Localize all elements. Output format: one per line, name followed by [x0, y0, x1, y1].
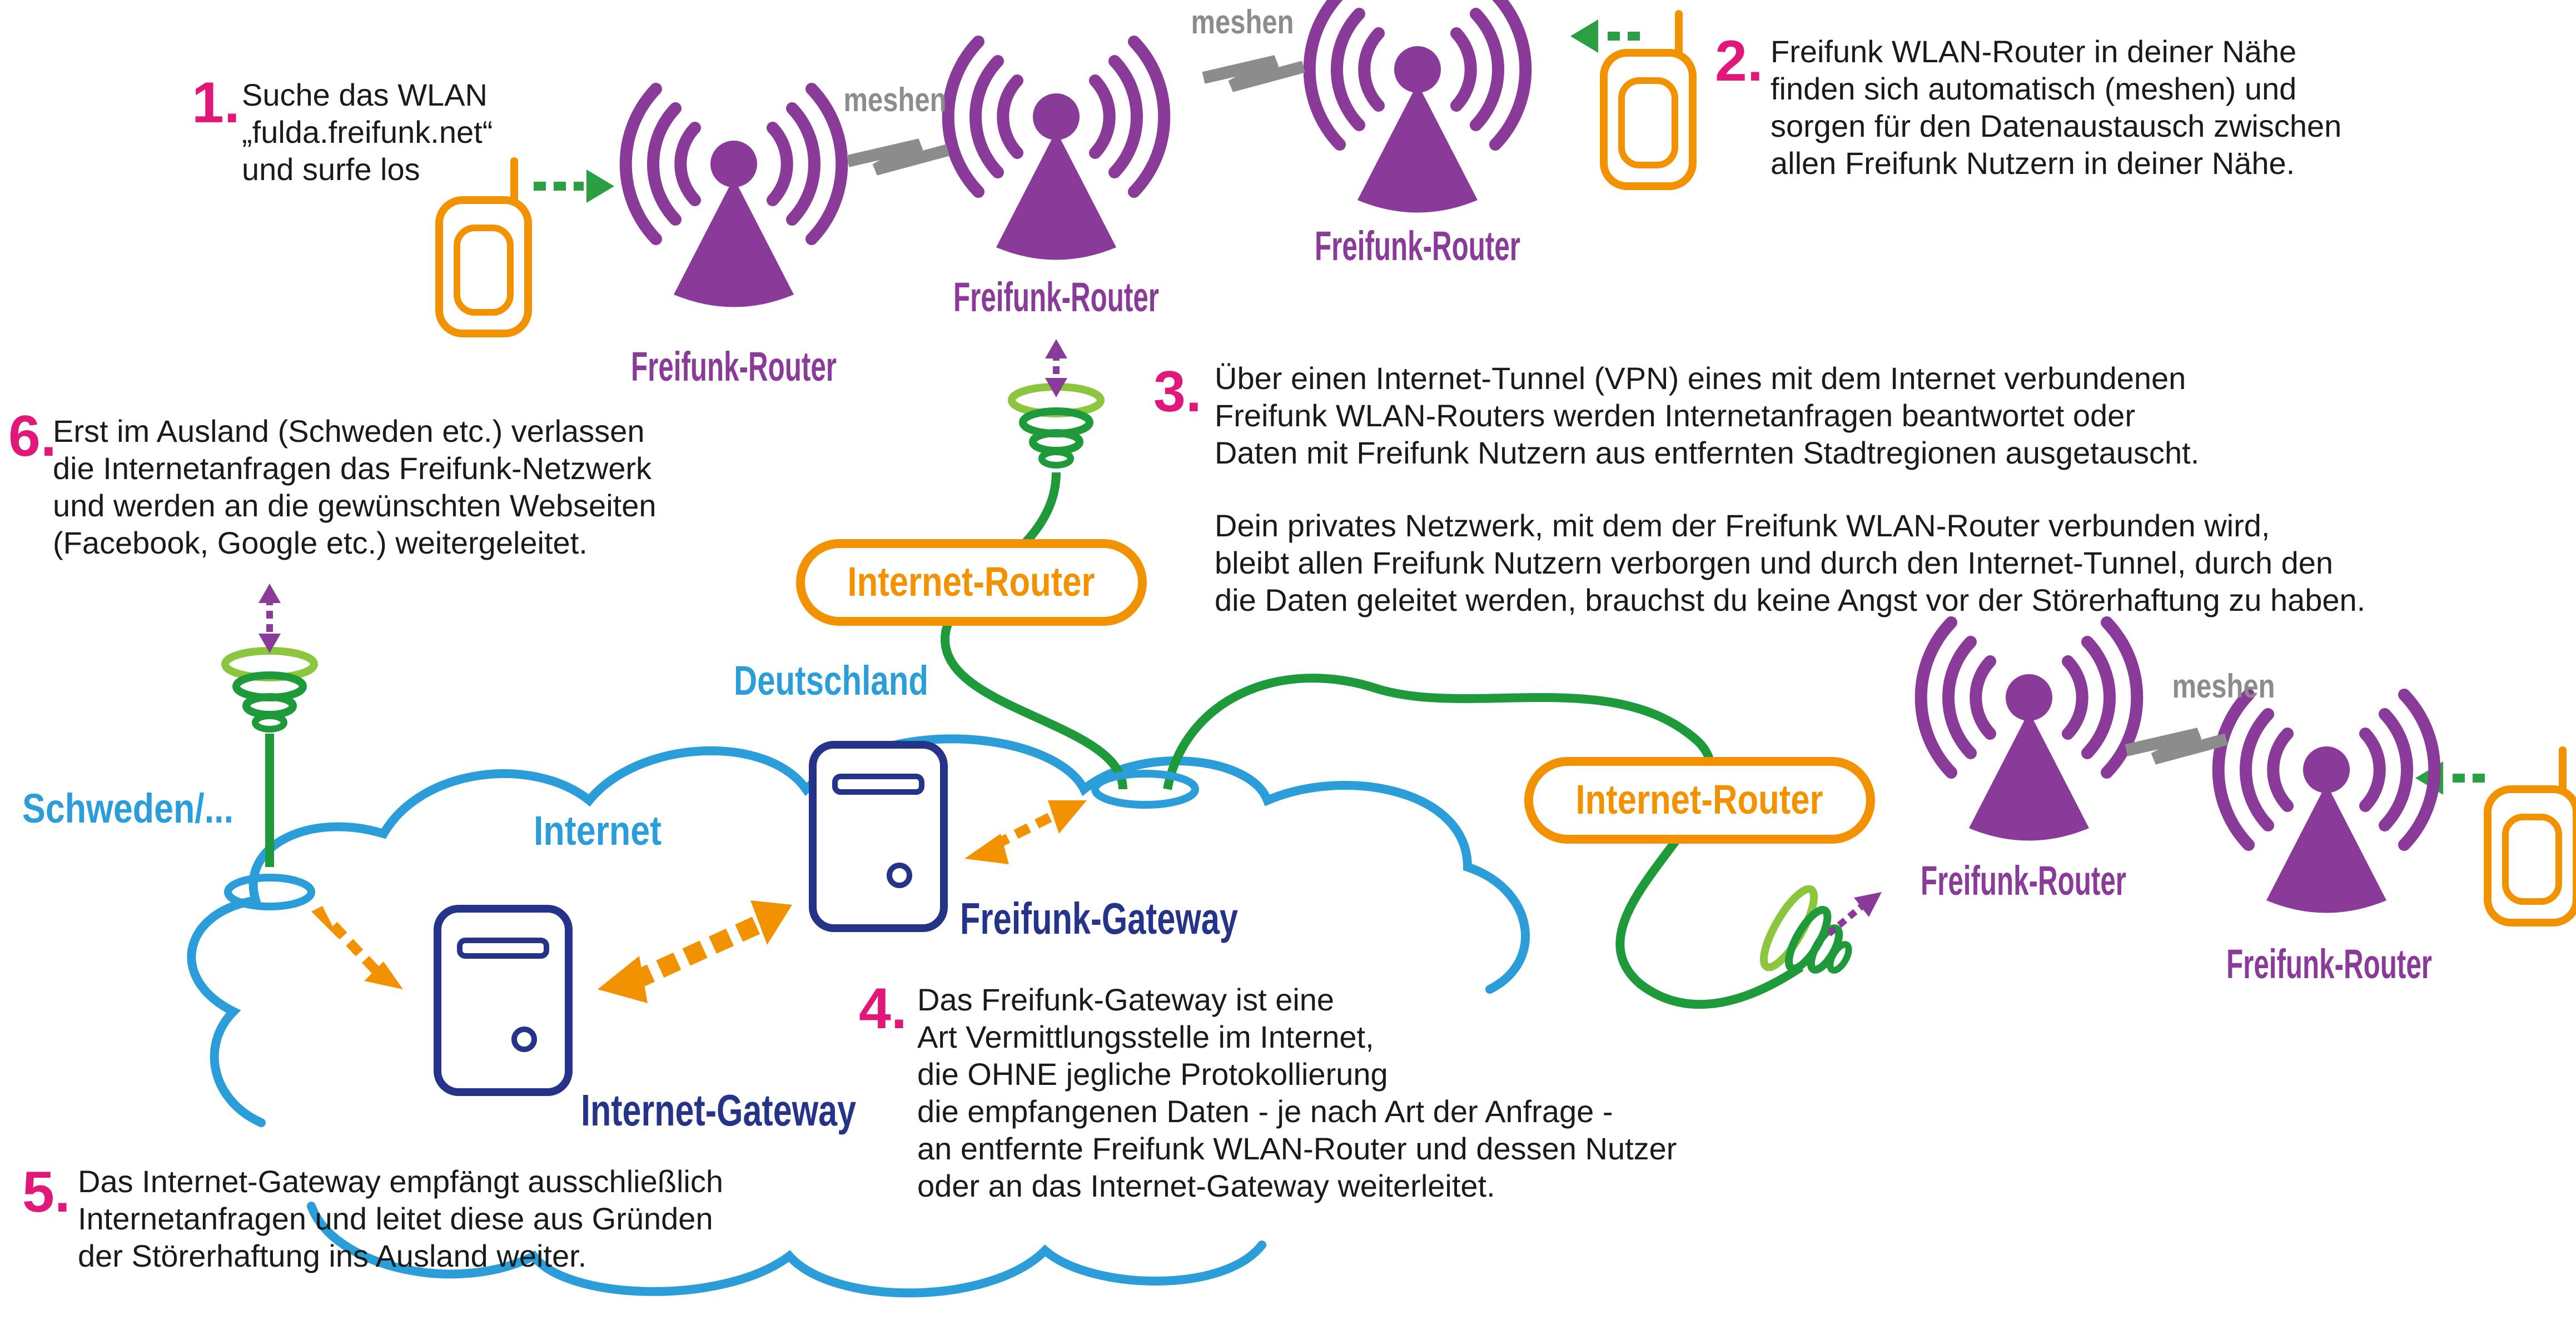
- dashed-arrow-icon: [311, 906, 403, 989]
- internet-router-label: Internet-Router: [1576, 776, 1823, 823]
- wifi-router-icon: [1310, 0, 1526, 213]
- server-tower-icon: [813, 745, 944, 928]
- wifi-router-icon: [2219, 695, 2435, 913]
- dashed-arrow-icon: [1570, 19, 1640, 53]
- step-5-text: Das Internet-Gateway empfängt ausschließ…: [78, 1164, 732, 1273]
- wifi-router-icon: [1921, 622, 2137, 841]
- wifi-router-icon: [626, 89, 842, 307]
- step-number-3: 3.: [1153, 360, 1202, 424]
- step-6-text: Erst im Ausland (Schweden etc.) verlasse…: [53, 414, 665, 560]
- internet-cloud: [187, 734, 1530, 1298]
- internet-router-box: [796, 539, 1147, 626]
- dashed-arrow-icon: [534, 170, 614, 203]
- wifi-router-icon: [948, 42, 1165, 260]
- step-number-5: 5.: [22, 1160, 71, 1224]
- step-number-1: 1.: [192, 71, 240, 135]
- step-4-text: Das Freifunk-Gateway ist eine Art Vermit…: [917, 982, 1685, 1203]
- router-label: Freifunk-Router: [1921, 858, 2126, 904]
- router-label: Freifunk-Router: [1315, 223, 1520, 269]
- dashed-arrow-icon: [1827, 892, 1882, 937]
- schweden-label: Schweden/...: [22, 785, 233, 831]
- mesh-zigzag-icon: [848, 145, 948, 170]
- dashed-arrow-icon: [2415, 761, 2485, 795]
- mesh-label: meshen: [1191, 3, 1294, 41]
- deutschland-label: Deutschland: [734, 657, 928, 704]
- mesh-label: meshen: [2172, 668, 2275, 705]
- router-label: Freifunk-Router: [631, 343, 837, 390]
- internet-router-label: Internet-Router: [848, 559, 1095, 605]
- cable-router2-to-cloud: [1163, 674, 1804, 1009]
- router-label: Freifunk-Router: [2226, 941, 2432, 987]
- antenna-coil-icon: [225, 651, 314, 729]
- freifunk-gateway-label: Freifunk-Gateway: [960, 894, 1238, 943]
- server-tower-icon: [437, 909, 569, 1092]
- router-label: Freifunk-Router: [953, 274, 1159, 320]
- step-3-text-b: Dein privates Netzwerk, mit dem der Frei…: [1215, 508, 2365, 617]
- dashed-arrow-icon: [598, 900, 792, 1003]
- step-1-text: Suche das WLAN „fulda.freifunk.net“ und …: [242, 77, 501, 187]
- mesh-zigzag-icon: [2126, 734, 2226, 759]
- internet-label: Internet: [534, 808, 662, 854]
- mesh-zigzag-icon: [1204, 61, 1304, 86]
- dashed-arrow-icon: [1045, 339, 1067, 397]
- antenna-coil-icon: [1012, 387, 1101, 465]
- step-number-6: 6.: [8, 404, 57, 469]
- cloud-portal-schweden: [224, 874, 315, 910]
- mesh-label: meshen: [844, 81, 947, 118]
- internet-router-box: [1524, 757, 1875, 844]
- internet-gateway-label: Internet-Gateway: [581, 1085, 856, 1135]
- dashed-arrow-icon: [258, 584, 281, 653]
- step-2-text: Freifunk WLAN-Router in deiner Nähe find…: [1771, 34, 2350, 181]
- step-number-2: 2.: [1715, 29, 1763, 93]
- step-number-4: 4.: [859, 977, 907, 1041]
- dashed-arrow-icon: [964, 800, 1087, 864]
- smartphone-icon: [2488, 750, 2576, 923]
- cloud-portal-deutschland: [1091, 770, 1199, 809]
- step-3-text: Über einen Internet-Tunnel (VPN) eines m…: [1215, 361, 2199, 470]
- smartphone-icon: [439, 161, 528, 333]
